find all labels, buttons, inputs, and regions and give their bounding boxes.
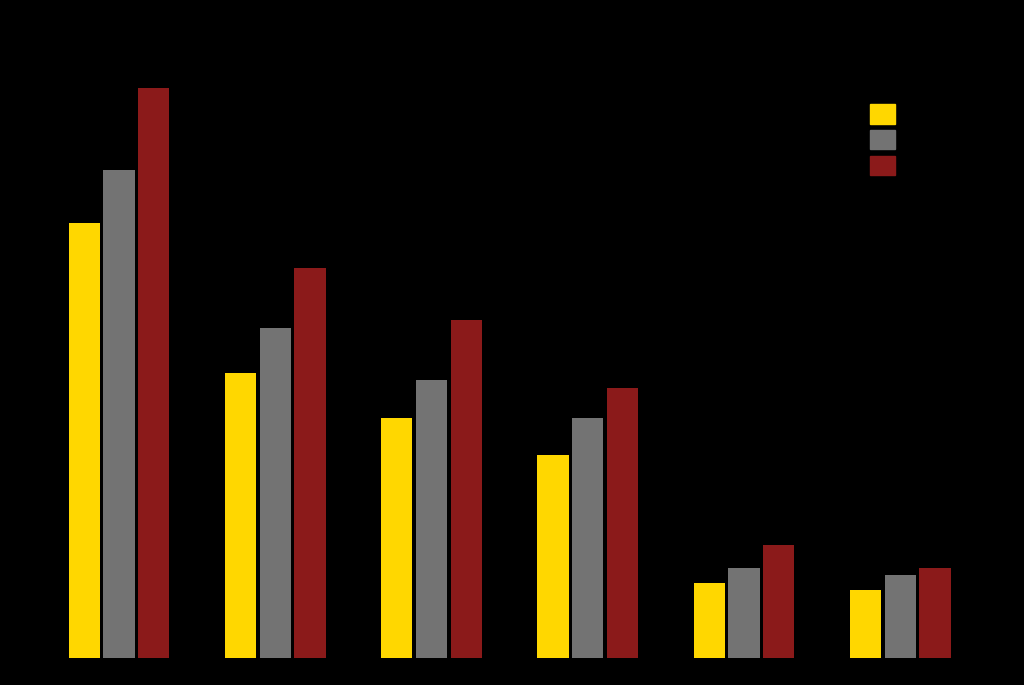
Legend: , , : , , — [870, 104, 896, 175]
Bar — [381, 418, 413, 658]
Bar — [538, 456, 568, 658]
Bar — [885, 575, 915, 658]
Bar — [763, 545, 795, 658]
Bar — [920, 568, 950, 658]
Bar — [451, 321, 482, 658]
Bar — [260, 328, 291, 658]
Bar — [572, 418, 603, 658]
Bar — [295, 268, 326, 658]
Bar — [138, 88, 170, 658]
Bar — [607, 388, 638, 658]
Bar — [416, 380, 447, 658]
Bar — [693, 583, 725, 658]
Bar — [728, 568, 760, 658]
Bar — [69, 223, 100, 658]
Bar — [103, 171, 135, 658]
Bar — [850, 590, 881, 658]
Bar — [225, 373, 256, 658]
